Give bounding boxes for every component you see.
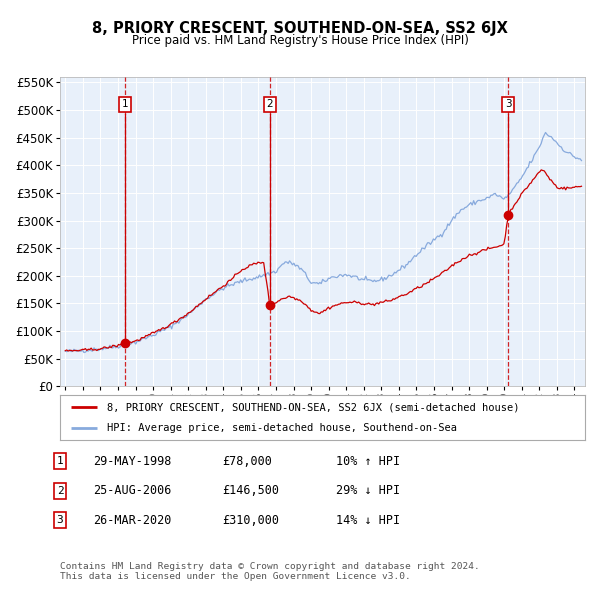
Text: 1: 1: [122, 100, 128, 110]
Text: 3: 3: [56, 516, 64, 525]
Text: 26-MAR-2020: 26-MAR-2020: [93, 514, 172, 527]
Text: 8, PRIORY CRESCENT, SOUTHEND-ON-SEA, SS2 6JX (semi-detached house): 8, PRIORY CRESCENT, SOUTHEND-ON-SEA, SS2…: [107, 402, 520, 412]
Text: £310,000: £310,000: [222, 514, 279, 527]
Text: Price paid vs. HM Land Registry's House Price Index (HPI): Price paid vs. HM Land Registry's House …: [131, 34, 469, 47]
Text: 29% ↓ HPI: 29% ↓ HPI: [336, 484, 400, 497]
Text: 25-AUG-2006: 25-AUG-2006: [93, 484, 172, 497]
Text: 14% ↓ HPI: 14% ↓ HPI: [336, 514, 400, 527]
Text: Contains HM Land Registry data © Crown copyright and database right 2024.
This d: Contains HM Land Registry data © Crown c…: [60, 562, 480, 581]
Text: 8, PRIORY CRESCENT, SOUTHEND-ON-SEA, SS2 6JX: 8, PRIORY CRESCENT, SOUTHEND-ON-SEA, SS2…: [92, 21, 508, 35]
Text: 29-MAY-1998: 29-MAY-1998: [93, 455, 172, 468]
Text: 2: 2: [266, 100, 273, 110]
Text: 1: 1: [56, 457, 64, 466]
Text: £146,500: £146,500: [222, 484, 279, 497]
Text: 10% ↑ HPI: 10% ↑ HPI: [336, 455, 400, 468]
Text: HPI: Average price, semi-detached house, Southend-on-Sea: HPI: Average price, semi-detached house,…: [107, 424, 457, 434]
Text: 3: 3: [505, 100, 512, 110]
Text: £78,000: £78,000: [222, 455, 272, 468]
Text: 2: 2: [56, 486, 64, 496]
